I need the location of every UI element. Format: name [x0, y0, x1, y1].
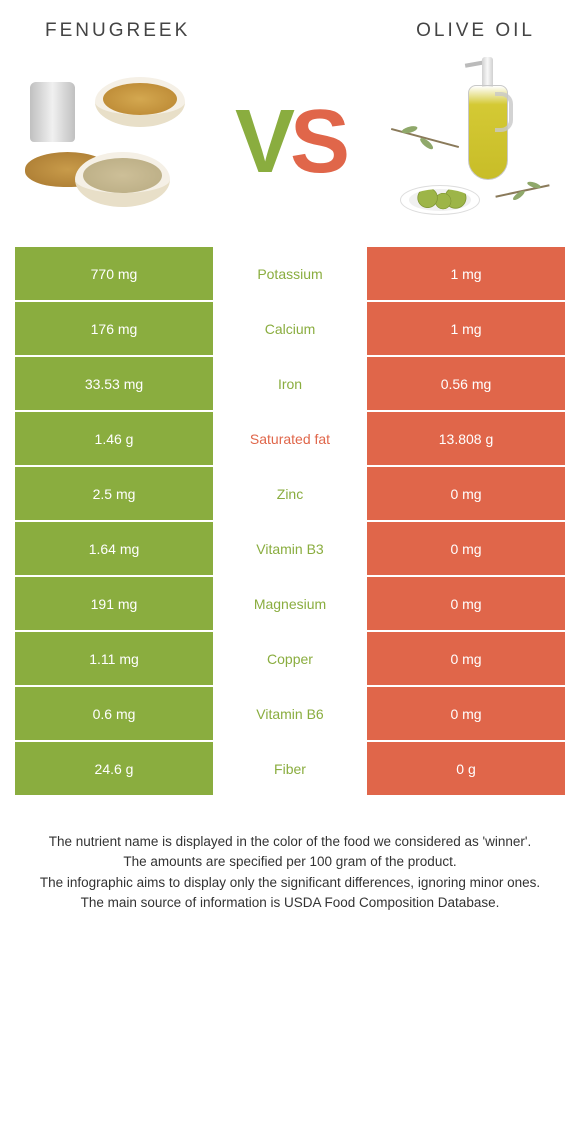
left-value: 24.6 g — [15, 742, 213, 795]
table-row: 176 mgCalcium1 mg — [15, 302, 565, 357]
table-row: 33.53 mgIron0.56 mg — [15, 357, 565, 412]
title-right: Olive oil — [416, 20, 535, 42]
left-value: 2.5 mg — [15, 467, 213, 520]
nutrient-label: Magnesium — [213, 577, 367, 630]
hero-row: VS — [15, 57, 565, 247]
right-value: 1 mg — [367, 302, 565, 355]
footer-line: The main source of information is USDA F… — [25, 893, 555, 913]
table-row: 1.64 mgVitamin B30 mg — [15, 522, 565, 577]
title-left: Fenugreek — [45, 20, 190, 42]
nutrient-label: Saturated fat — [213, 412, 367, 465]
right-value: 0.56 mg — [367, 357, 565, 410]
left-value: 1.46 g — [15, 412, 213, 465]
nutrient-label: Fiber — [213, 742, 367, 795]
table-row: 2.5 mgZinc0 mg — [15, 467, 565, 522]
vs-s: S — [290, 92, 345, 192]
footer-line: The nutrient name is displayed in the co… — [25, 832, 555, 852]
right-value: 0 mg — [367, 522, 565, 575]
right-value: 0 mg — [367, 687, 565, 740]
vs-v: V — [235, 92, 290, 192]
footer-line: The amounts are specified per 100 gram o… — [25, 852, 555, 872]
right-value: 0 mg — [367, 632, 565, 685]
header: Fenugreek Olive oil — [15, 20, 565, 57]
table-row: 1.11 mgCopper0 mg — [15, 632, 565, 687]
footer-notes: The nutrient name is displayed in the co… — [15, 797, 565, 913]
right-value: 0 g — [367, 742, 565, 795]
right-value: 1 mg — [367, 247, 565, 300]
right-value: 0 mg — [367, 467, 565, 520]
table-row: 1.46 gSaturated fat13.808 g — [15, 412, 565, 467]
left-value: 770 mg — [15, 247, 213, 300]
table-row: 191 mgMagnesium0 mg — [15, 577, 565, 632]
right-value: 13.808 g — [367, 412, 565, 465]
left-value: 0.6 mg — [15, 687, 213, 740]
left-value: 1.11 mg — [15, 632, 213, 685]
vs-label: VS — [235, 91, 345, 194]
nutrient-label: Zinc — [213, 467, 367, 520]
left-value: 176 mg — [15, 302, 213, 355]
fenugreek-image — [20, 67, 200, 217]
nutrient-label: Vitamin B6 — [213, 687, 367, 740]
table-row: 24.6 gFiber0 g — [15, 742, 565, 797]
comparison-table: 770 mgPotassium1 mg176 mgCalcium1 mg33.5… — [15, 247, 565, 797]
right-value: 0 mg — [367, 577, 565, 630]
left-value: 33.53 mg — [15, 357, 213, 410]
table-row: 0.6 mgVitamin B60 mg — [15, 687, 565, 742]
olive-oil-image — [380, 67, 560, 217]
nutrient-label: Calcium — [213, 302, 367, 355]
nutrient-label: Copper — [213, 632, 367, 685]
left-value: 1.64 mg — [15, 522, 213, 575]
table-row: 770 mgPotassium1 mg — [15, 247, 565, 302]
left-value: 191 mg — [15, 577, 213, 630]
nutrient-label: Iron — [213, 357, 367, 410]
footer-line: The infographic aims to display only the… — [25, 873, 555, 893]
nutrient-label: Vitamin B3 — [213, 522, 367, 575]
nutrient-label: Potassium — [213, 247, 367, 300]
